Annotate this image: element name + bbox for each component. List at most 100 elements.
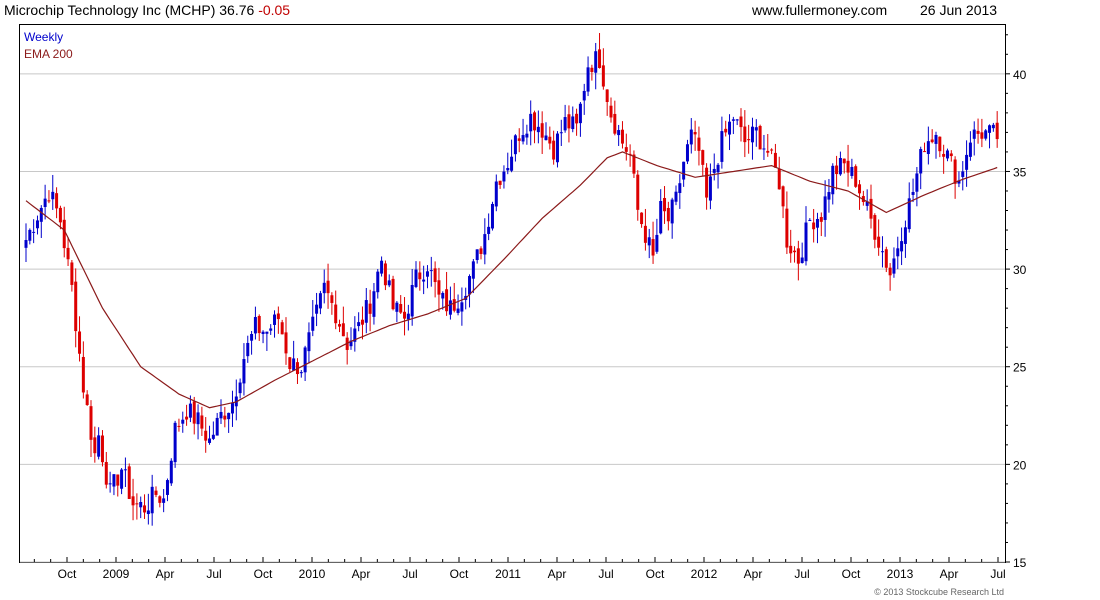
candle (640, 212, 644, 228)
candle (169, 458, 173, 486)
candle (796, 240, 800, 281)
candle (341, 306, 345, 337)
candle (204, 417, 208, 453)
candle (655, 218, 659, 254)
candle (173, 420, 177, 468)
candle (250, 331, 254, 355)
candle (670, 197, 674, 239)
candle (934, 131, 938, 159)
candle (647, 228, 651, 259)
candle (575, 108, 579, 136)
candle (131, 478, 135, 521)
candle (127, 463, 131, 500)
candle (980, 118, 984, 148)
candle (605, 89, 609, 116)
candle (349, 327, 353, 350)
candle (754, 119, 758, 147)
candle (219, 399, 223, 424)
y-tick-30: 30 (1013, 263, 1027, 277)
candle (923, 142, 927, 153)
candle (280, 319, 284, 335)
candle (139, 496, 143, 519)
candle (739, 108, 743, 142)
candle (819, 212, 823, 237)
candle (815, 212, 819, 244)
candle (376, 269, 380, 299)
chart-title: Microchip Technology Inc (MCHP) 36.76 -0… (4, 2, 291, 18)
candle (391, 275, 395, 311)
candle (544, 122, 548, 141)
candle (961, 161, 965, 191)
source-site: www.fullermoney.com (752, 2, 888, 18)
candle (360, 306, 364, 340)
candle (953, 156, 957, 199)
candle (181, 411, 185, 433)
ema-200-line (25, 151, 998, 409)
candle (62, 206, 66, 258)
candle (513, 134, 517, 162)
legend-ema: EMA 200 (24, 47, 73, 61)
candle (490, 201, 494, 231)
candle (540, 111, 544, 154)
candle (846, 144, 850, 187)
candle (903, 220, 907, 258)
candle (555, 131, 559, 168)
x-tick-Jul: Jul (990, 567, 1005, 581)
x-tick-Apr: Apr (352, 567, 371, 581)
candle (104, 452, 108, 489)
candle (410, 269, 414, 326)
candle (506, 152, 510, 175)
x-tick-Oct: Oct (254, 567, 273, 581)
candle (353, 316, 357, 352)
copyright: © 2013 Stockcube Research Ltd (874, 587, 1004, 597)
candle (945, 148, 949, 162)
candle (35, 215, 39, 235)
y-tick-20: 20 (1013, 458, 1027, 472)
candle (55, 187, 59, 219)
candle (536, 110, 540, 144)
candle (624, 133, 628, 161)
x-tick-Oct: Oct (58, 567, 77, 581)
candle (429, 256, 433, 287)
candle (502, 165, 506, 189)
candle (406, 304, 410, 331)
candle (32, 219, 36, 244)
candle (51, 174, 55, 210)
x-tick-Apr: Apr (548, 567, 567, 581)
candle (773, 143, 777, 168)
candle (192, 396, 196, 435)
candle (395, 301, 399, 323)
candle (919, 146, 923, 190)
candle (448, 286, 452, 320)
candle (200, 406, 204, 436)
candle (678, 174, 682, 209)
candle (456, 294, 460, 316)
candle (521, 118, 525, 145)
candle (552, 130, 556, 165)
weekly-candles (24, 33, 999, 526)
candle (724, 120, 728, 137)
candle (877, 219, 881, 256)
candle (984, 129, 988, 141)
candle (976, 118, 980, 144)
x-tick-2009: 2009 (103, 567, 130, 581)
candle (598, 33, 602, 69)
candle (322, 269, 326, 304)
y-tick-15: 15 (1013, 556, 1027, 570)
candle (884, 246, 888, 273)
candle (368, 289, 372, 332)
candle (162, 489, 166, 513)
candle (288, 356, 292, 373)
candle (800, 242, 804, 264)
candle (712, 153, 716, 181)
candle (995, 111, 999, 148)
candle (743, 110, 747, 158)
candle (146, 493, 150, 525)
candle (120, 468, 124, 495)
candle (758, 124, 762, 150)
candle (357, 312, 361, 332)
candle (315, 292, 319, 327)
candle (66, 237, 70, 266)
candle (915, 167, 919, 207)
